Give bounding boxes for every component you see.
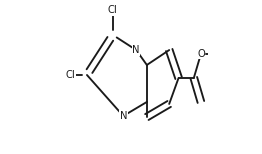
Text: N: N	[133, 45, 140, 55]
Text: O: O	[197, 49, 205, 59]
Text: N: N	[119, 111, 127, 121]
Text: Cl: Cl	[66, 70, 75, 80]
Text: Cl: Cl	[108, 5, 118, 15]
